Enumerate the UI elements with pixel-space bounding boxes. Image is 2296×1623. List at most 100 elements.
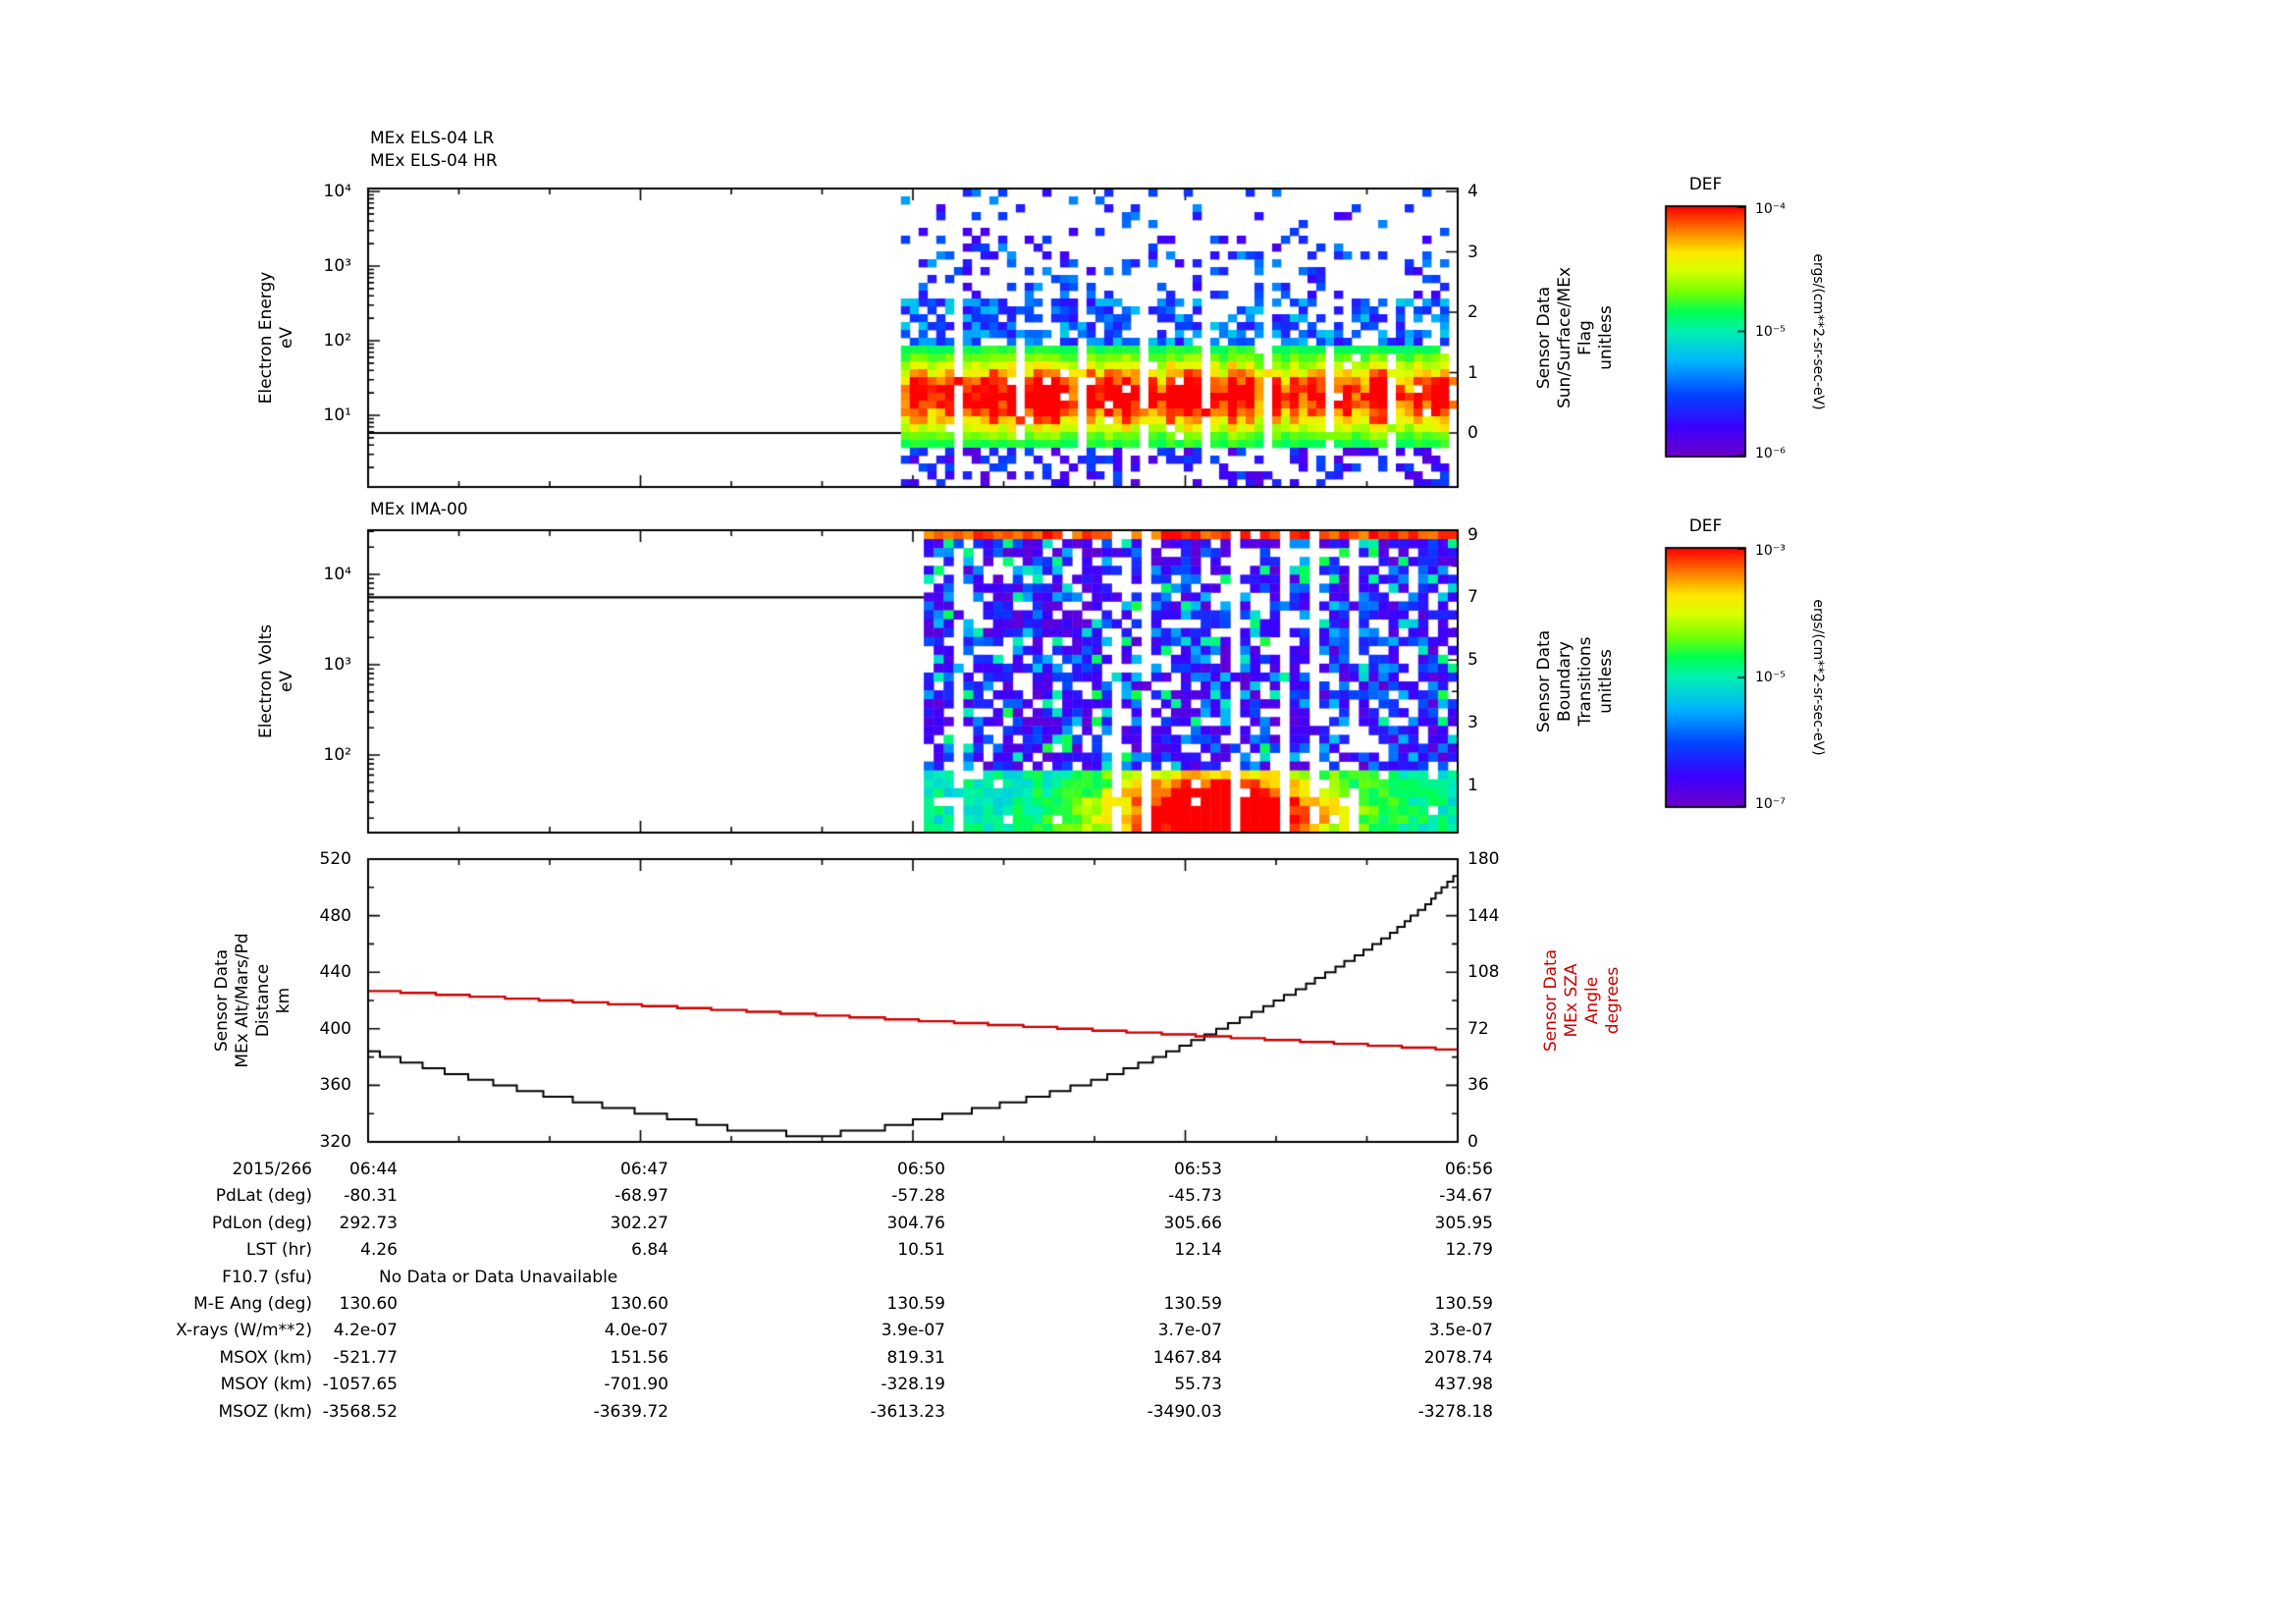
table-value-cell: 4.0e-07 xyxy=(604,1321,668,1341)
sza-tick: 36 xyxy=(1468,1075,1489,1096)
table-value-cell: 4.26 xyxy=(360,1240,398,1261)
table-value-cell: -3278.18 xyxy=(1417,1401,1493,1422)
ima-boundary-tick: 3 xyxy=(1468,713,1478,733)
table-row-label: F10.7 (sfu) xyxy=(222,1267,312,1287)
table-value-cell: 130.59 xyxy=(1163,1294,1222,1314)
table-row-label: MSOZ (km) xyxy=(218,1401,312,1422)
table-row-label: PdLon (deg) xyxy=(211,1213,312,1233)
table-value-cell: 4.2e-07 xyxy=(333,1321,398,1341)
table-value-cell: 3.9e-07 xyxy=(881,1321,945,1341)
els-flag-axis-label: Sensor Data Sun/Surface/MEx Flag unitles… xyxy=(1534,266,1616,409)
table-value-cell: 10.51 xyxy=(897,1240,945,1261)
table-value-cell: 6.84 xyxy=(631,1240,668,1261)
table-value-cell: 12.79 xyxy=(1445,1240,1493,1261)
colorbar2-tick-min: 10⁻⁷ xyxy=(1755,796,1786,812)
ima-boundary-tick: 1 xyxy=(1468,776,1478,796)
table-value-cell: 151.56 xyxy=(610,1347,668,1368)
table-nodata-text: No Data or Data Unavailable xyxy=(379,1267,618,1287)
table-value-cell: -57.28 xyxy=(891,1186,945,1207)
alt-ytick: 400 xyxy=(319,1018,351,1039)
ima-ytick: 10² xyxy=(323,745,351,765)
ima-y-axis-label: Electron Volts eV xyxy=(256,623,296,739)
ima-boundary-tick: 9 xyxy=(1468,524,1478,545)
table-value-cell: 3.7e-07 xyxy=(1157,1321,1222,1341)
colorbar1-tick-mid: 10⁻⁵ xyxy=(1755,324,1786,340)
table-row-label: MSOX (km) xyxy=(219,1347,312,1368)
table-value-cell: 305.95 xyxy=(1434,1213,1493,1233)
table-value-cell: -3490.03 xyxy=(1147,1401,1222,1422)
table-row-label: 2015/266 xyxy=(232,1160,312,1179)
table-value-cell: 3.5e-07 xyxy=(1428,1321,1493,1341)
table-value-cell: -3613.23 xyxy=(870,1401,945,1422)
sza-tick: 108 xyxy=(1468,962,1500,983)
ima-ytick: 10⁴ xyxy=(323,565,351,584)
alt-ytick: 320 xyxy=(319,1132,351,1152)
els-flag-tick: 3 xyxy=(1468,242,1478,262)
alt-ytick: 440 xyxy=(319,962,351,983)
els-ytick: 10³ xyxy=(323,256,351,276)
colorbar1-tick-min: 10⁻⁶ xyxy=(1755,446,1786,461)
table-value-cell: -3568.52 xyxy=(322,1401,398,1422)
table-value-cell: 130.59 xyxy=(1434,1294,1493,1314)
table-value-cell: -34.67 xyxy=(1439,1186,1493,1207)
table-value-cell: 12.14 xyxy=(1174,1240,1222,1261)
ima-title: MEx IMA-00 xyxy=(370,500,468,519)
table-value-cell: -45.73 xyxy=(1168,1186,1222,1207)
table-value-cell: 2078.74 xyxy=(1423,1347,1493,1368)
colorbar1-title: DEF xyxy=(1688,175,1723,194)
els-flag-tick: 4 xyxy=(1468,182,1478,201)
table-value-cell: 130.59 xyxy=(886,1294,945,1314)
colorbar2-unit-label: ergs/(cm**2-sr-sec-eV) xyxy=(1810,599,1826,756)
alt-ytick: 520 xyxy=(319,849,351,869)
table-value-cell: 130.60 xyxy=(610,1294,668,1314)
els-ytick: 10¹ xyxy=(323,406,351,425)
table-time-cell: 06:53 xyxy=(1174,1160,1222,1179)
alt-ytick: 360 xyxy=(319,1075,351,1096)
colorbar1-tick-max: 10⁻⁴ xyxy=(1755,201,1786,217)
table-value-cell: 302.27 xyxy=(610,1213,668,1233)
sza-tick: 180 xyxy=(1468,849,1500,869)
ima-boundary-tick: 7 xyxy=(1468,587,1478,608)
colorbar2-tick-max: 10⁻³ xyxy=(1755,543,1786,559)
table-time-cell: 06:44 xyxy=(349,1160,398,1179)
table-value-cell: 819.31 xyxy=(886,1347,945,1368)
table-time-cell: 06:47 xyxy=(620,1160,668,1179)
table-value-cell: -68.97 xyxy=(614,1186,668,1207)
ima-ytick: 10³ xyxy=(323,655,351,675)
table-row-label: PdLat (deg) xyxy=(215,1186,312,1207)
table-value-cell: 437.98 xyxy=(1434,1375,1493,1395)
els-ytick: 10² xyxy=(323,331,351,351)
table-value-cell: 305.66 xyxy=(1163,1213,1222,1233)
sza-tick: 144 xyxy=(1468,905,1500,926)
els-flag-tick: 0 xyxy=(1468,423,1478,443)
table-value-cell: 292.73 xyxy=(339,1213,398,1233)
table-value-cell: -1057.65 xyxy=(322,1375,398,1395)
table-value-cell: -521.77 xyxy=(333,1347,398,1368)
alt-y-axis-label: Sensor Data MEx Alt/Mars/Pd Distance km xyxy=(212,933,294,1068)
table-value-cell: 130.60 xyxy=(339,1294,398,1314)
table-row-label: LST (hr) xyxy=(245,1240,312,1261)
table-value-cell: 304.76 xyxy=(886,1213,945,1233)
table-value-cell: -3639.72 xyxy=(593,1401,668,1422)
els-ytick: 10⁴ xyxy=(323,182,351,201)
ima-right-axis-label: Sensor Data Boundary Transitions unitles… xyxy=(1534,629,1616,733)
ima-boundary-tick: 5 xyxy=(1468,650,1478,671)
sza-tick: 0 xyxy=(1468,1132,1478,1152)
table-value-cell: -80.31 xyxy=(344,1186,398,1207)
table-value-cell: -328.19 xyxy=(881,1375,945,1395)
els-flag-tick: 2 xyxy=(1468,302,1478,322)
colorbar2-tick-mid: 10⁻⁵ xyxy=(1755,670,1786,685)
els-flag-tick: 1 xyxy=(1468,362,1478,383)
table-row-label: MSOY (km) xyxy=(220,1375,312,1395)
table-time-cell: 06:50 xyxy=(897,1160,945,1179)
table-value-cell: 1467.84 xyxy=(1152,1347,1222,1368)
els-title-hr: MEx ELS-04 HR xyxy=(370,151,498,171)
sza-right-axis-label: Sensor Data MEx SZA Angle degrees xyxy=(1541,948,1623,1053)
table-row-label: X-rays (W/m**2) xyxy=(176,1321,312,1341)
colorbar2-title: DEF xyxy=(1688,516,1723,536)
alt-ytick: 480 xyxy=(319,905,351,926)
colorbar1-unit-label: ergs/(cm**2-sr-sec-eV) xyxy=(1810,253,1826,410)
sza-tick: 72 xyxy=(1468,1018,1489,1039)
